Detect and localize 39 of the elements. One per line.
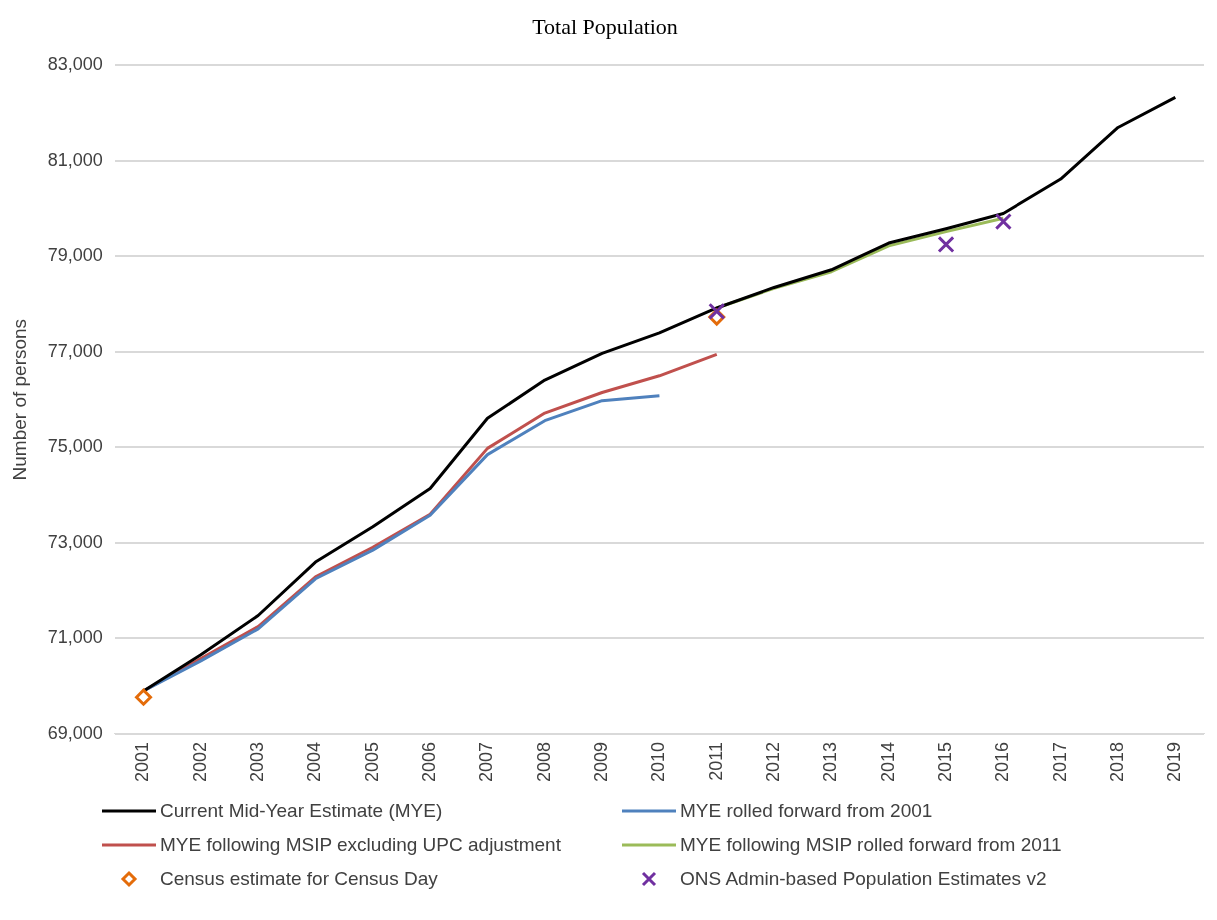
legend-label: Census estimate for Census Day bbox=[160, 868, 438, 890]
x-tick-label: 2015 bbox=[935, 741, 956, 782]
x-tick-label: 2008 bbox=[533, 741, 554, 782]
legend-label: ONS Admin-based Population Estimates v2 bbox=[680, 868, 1047, 890]
x-tick-label: 2018 bbox=[1106, 741, 1127, 782]
x-tick-label: 2009 bbox=[591, 741, 612, 782]
x-tick-label: 2004 bbox=[304, 741, 325, 782]
y-tick-label: 81,000 bbox=[47, 149, 103, 170]
point bbox=[937, 235, 955, 254]
y-axis-title: Number of persons bbox=[8, 318, 30, 481]
x-tick-label: 2013 bbox=[820, 741, 841, 782]
x-tick-label: 2001 bbox=[132, 741, 153, 782]
point bbox=[708, 302, 726, 320]
y-tick-label: 79,000 bbox=[47, 245, 103, 266]
x-tick-label: 2019 bbox=[1164, 741, 1185, 782]
x-tick-label: 2012 bbox=[763, 741, 784, 782]
x-tick-label: 2017 bbox=[1049, 741, 1070, 782]
legend-label: MYE rolled forward from 2001 bbox=[680, 800, 933, 822]
chart-title: Total Population bbox=[532, 13, 678, 39]
y-tick-label: 73,000 bbox=[47, 531, 103, 552]
x-tick-label: 2003 bbox=[247, 741, 268, 782]
y-tick-label: 71,000 bbox=[47, 627, 103, 648]
legend-label: MYE following MSIP excluding UPC adjustment bbox=[160, 834, 561, 856]
x-tick-label: 2002 bbox=[189, 741, 210, 782]
legend-label: Current Mid-Year Estimate (MYE) bbox=[160, 800, 443, 822]
y-tick-label: 83,000 bbox=[47, 54, 103, 75]
x-tick-label: 2005 bbox=[361, 741, 382, 782]
x-tick-label: 2010 bbox=[648, 741, 669, 782]
x-tick-label: 2014 bbox=[877, 741, 898, 782]
x-tick-label: 2016 bbox=[992, 741, 1013, 782]
y-tick-label: 77,000 bbox=[47, 340, 103, 361]
point bbox=[135, 688, 153, 706]
x-tick-label: 2007 bbox=[476, 741, 497, 782]
x-tick-label: 2006 bbox=[419, 741, 440, 782]
legend-label: MYE following MSIP rolled forward from 2011 bbox=[680, 834, 1062, 856]
x-tick-label: 2011 bbox=[705, 741, 726, 781]
y-tick-label: 75,000 bbox=[47, 436, 103, 457]
y-tick-label: 69,000 bbox=[47, 722, 103, 743]
point bbox=[994, 212, 1012, 231]
